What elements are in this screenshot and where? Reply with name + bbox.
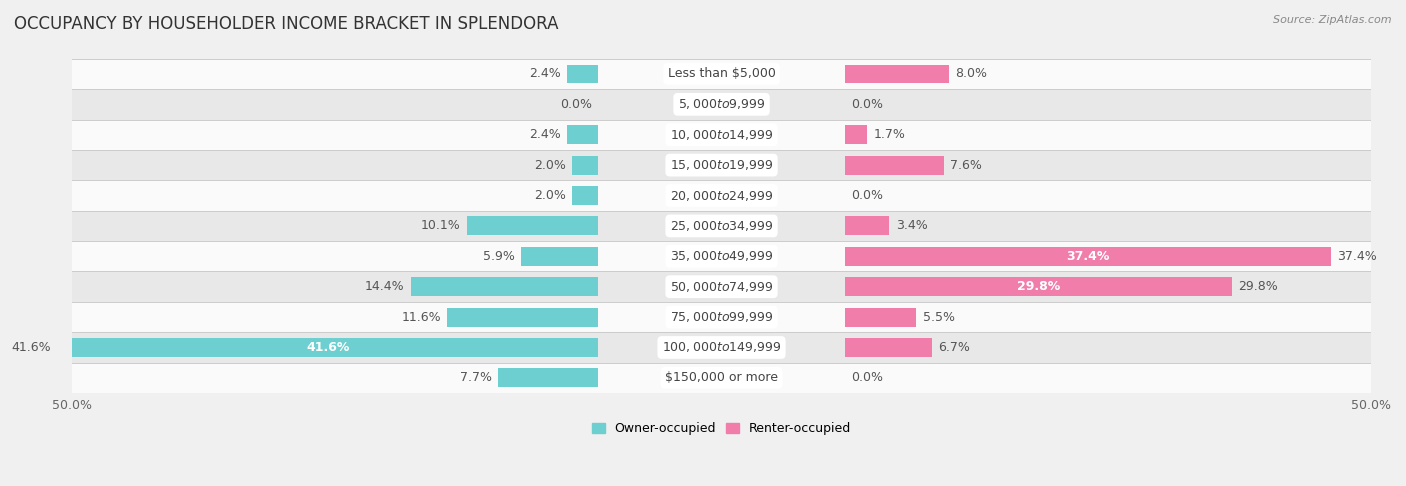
Text: 37.4%: 37.4% xyxy=(1337,250,1376,263)
Bar xyxy=(845,156,943,174)
Legend: Owner-occupied, Renter-occupied: Owner-occupied, Renter-occupied xyxy=(588,417,856,440)
Text: 0.0%: 0.0% xyxy=(852,189,883,202)
FancyBboxPatch shape xyxy=(72,363,1371,393)
Bar xyxy=(567,65,598,84)
Text: $35,000 to $49,999: $35,000 to $49,999 xyxy=(669,249,773,263)
Text: 2.0%: 2.0% xyxy=(534,158,565,172)
Text: 2.4%: 2.4% xyxy=(529,128,561,141)
Bar xyxy=(572,156,598,174)
Bar xyxy=(845,278,1232,296)
Bar xyxy=(498,368,598,387)
Text: 10.1%: 10.1% xyxy=(420,219,460,232)
Text: 11.6%: 11.6% xyxy=(401,311,441,324)
Text: $5,000 to $9,999: $5,000 to $9,999 xyxy=(678,97,765,111)
FancyBboxPatch shape xyxy=(72,211,1371,241)
Bar xyxy=(567,125,598,144)
Text: 1.7%: 1.7% xyxy=(873,128,905,141)
Text: 29.8%: 29.8% xyxy=(1239,280,1278,293)
Text: 7.7%: 7.7% xyxy=(460,371,492,384)
Text: $100,000 to $149,999: $100,000 to $149,999 xyxy=(662,341,782,354)
Text: 2.0%: 2.0% xyxy=(534,189,565,202)
Bar xyxy=(845,338,932,357)
Text: 7.6%: 7.6% xyxy=(950,158,981,172)
Bar xyxy=(845,125,868,144)
Bar xyxy=(845,247,1330,266)
Text: $25,000 to $34,999: $25,000 to $34,999 xyxy=(669,219,773,233)
Text: 0.0%: 0.0% xyxy=(852,371,883,384)
Text: 8.0%: 8.0% xyxy=(955,68,987,81)
Text: $75,000 to $99,999: $75,000 to $99,999 xyxy=(669,310,773,324)
Bar xyxy=(522,247,598,266)
Bar xyxy=(447,308,598,327)
Text: $150,000 or more: $150,000 or more xyxy=(665,371,778,384)
Text: 6.7%: 6.7% xyxy=(938,341,970,354)
Bar xyxy=(411,278,598,296)
Text: 2.4%: 2.4% xyxy=(529,68,561,81)
Text: $10,000 to $14,999: $10,000 to $14,999 xyxy=(669,128,773,142)
Text: 41.6%: 41.6% xyxy=(11,341,51,354)
Text: 5.5%: 5.5% xyxy=(922,311,955,324)
Text: 3.4%: 3.4% xyxy=(896,219,928,232)
Text: $15,000 to $19,999: $15,000 to $19,999 xyxy=(669,158,773,172)
Text: $20,000 to $24,999: $20,000 to $24,999 xyxy=(669,189,773,203)
FancyBboxPatch shape xyxy=(72,332,1371,363)
Text: 29.8%: 29.8% xyxy=(1017,280,1060,293)
Bar xyxy=(845,216,889,235)
FancyBboxPatch shape xyxy=(72,241,1371,272)
FancyBboxPatch shape xyxy=(72,89,1371,120)
Bar xyxy=(845,65,949,84)
Text: Source: ZipAtlas.com: Source: ZipAtlas.com xyxy=(1274,15,1392,25)
FancyBboxPatch shape xyxy=(72,59,1371,89)
FancyBboxPatch shape xyxy=(72,302,1371,332)
FancyBboxPatch shape xyxy=(72,272,1371,302)
FancyBboxPatch shape xyxy=(72,120,1371,150)
Text: Less than $5,000: Less than $5,000 xyxy=(668,68,776,81)
FancyBboxPatch shape xyxy=(72,180,1371,211)
Bar xyxy=(467,216,598,235)
Bar xyxy=(845,308,917,327)
Text: 37.4%: 37.4% xyxy=(1066,250,1109,263)
Text: 41.6%: 41.6% xyxy=(307,341,350,354)
Text: 0.0%: 0.0% xyxy=(852,98,883,111)
Text: 14.4%: 14.4% xyxy=(366,280,405,293)
Bar xyxy=(572,186,598,205)
FancyBboxPatch shape xyxy=(72,150,1371,180)
Text: 5.9%: 5.9% xyxy=(484,250,515,263)
Bar xyxy=(58,338,598,357)
Text: OCCUPANCY BY HOUSEHOLDER INCOME BRACKET IN SPLENDORA: OCCUPANCY BY HOUSEHOLDER INCOME BRACKET … xyxy=(14,15,558,33)
Text: $50,000 to $74,999: $50,000 to $74,999 xyxy=(669,280,773,294)
Text: 0.0%: 0.0% xyxy=(560,98,592,111)
